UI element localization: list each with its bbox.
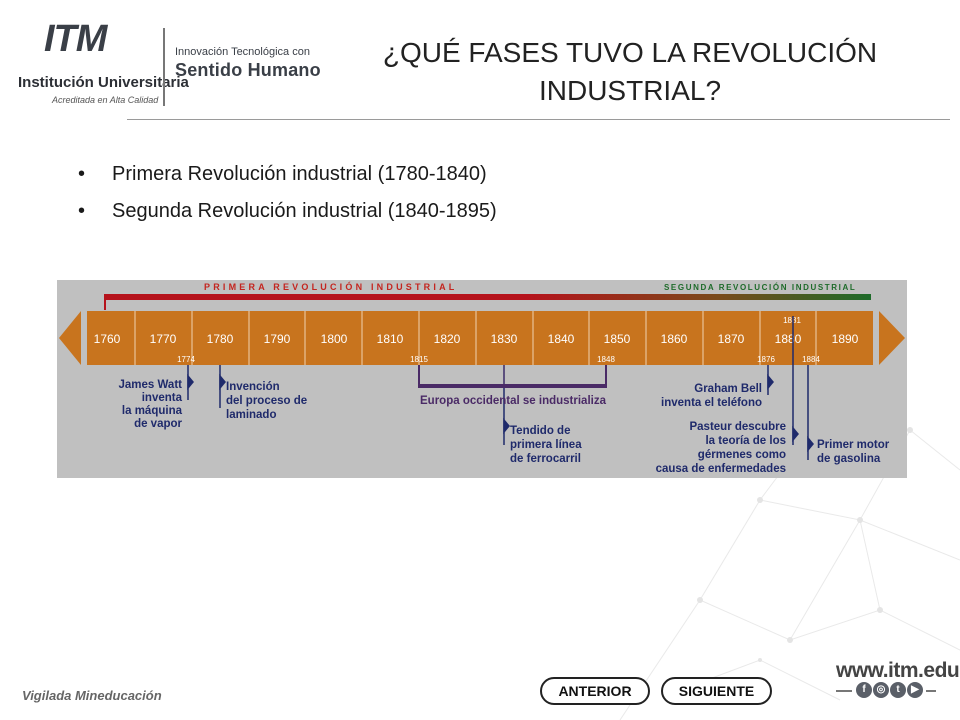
tagline-top: Innovación Tecnológica con — [175, 46, 310, 58]
bell-pointer-head — [767, 373, 774, 391]
next-button[interactable]: SIGUIENTE — [661, 677, 772, 705]
industrial-revolution-timeline: PRIMERA REVOLUCIÓN INDUSTRIAL SEGUNDA RE… — [57, 280, 907, 478]
ferrocarril-line-2: primera línea — [510, 439, 582, 451]
vigilada-mineducacion: Vigilada Mineducación — [22, 688, 162, 703]
first-revolution-label: PRIMERA REVOLUCIÓN INDUSTRIAL — [204, 281, 457, 292]
decade-1850: 1850 — [604, 332, 631, 346]
motor-pointer-head — [807, 435, 814, 453]
slide-title: ¿QUÉ FASES TUVO LA REVOLUCIÓN INDUSTRIAL… — [382, 37, 878, 106]
decade-1860: 1860 — [661, 332, 688, 346]
bullet-list: Primera Revolución industrial (1780-1840… — [78, 156, 497, 230]
marker-year-1774: 1774 — [177, 355, 195, 364]
timeline-band — [87, 311, 873, 365]
decade-1800: 1800 — [321, 332, 348, 346]
watt-line-3: la máquina — [122, 405, 183, 417]
europa-label: Europa occidental se industrializa — [420, 395, 607, 407]
decade-1770: 1770 — [150, 332, 177, 346]
laminado-pointer-head — [219, 373, 226, 391]
pasteur-pointer-head — [792, 425, 799, 443]
title-divider — [127, 119, 950, 120]
motor-line-1: Primer motor — [817, 439, 890, 451]
pasteur-line-1: Pasteur descubre — [689, 421, 786, 433]
itm-logo-mark: ITM — [44, 18, 107, 60]
laminado-line-3: laminado — [226, 409, 276, 421]
institution-name: Institución Universitaria — [18, 74, 189, 91]
decade-1880: 1880 — [775, 332, 802, 346]
logo-divider — [163, 28, 165, 106]
decade-1840: 1840 — [548, 332, 575, 346]
instagram-icon[interactable]: ◎ — [873, 682, 889, 698]
previous-button[interactable]: ANTERIOR — [540, 677, 650, 705]
pasteur-line-2: la teoría de los — [705, 435, 786, 447]
marker-year-1848: 1848 — [597, 355, 615, 364]
watt-line-4: de vapor — [134, 418, 182, 430]
motor-line-2: de gasolina — [817, 453, 881, 465]
marker-year-1876: 1876 — [757, 355, 775, 364]
decade-1870: 1870 — [718, 332, 745, 346]
pasteur-line-3: gérmenes como — [698, 449, 786, 461]
timeline-arrow-right — [879, 311, 905, 365]
decade-1890: 1890 — [832, 332, 859, 346]
europa-span-bar — [418, 384, 607, 388]
laminado-line-2: del proceso de — [226, 395, 307, 407]
pasteur-line-4: causa de enfermedades — [656, 463, 786, 475]
second-revolution-label: SEGUNDA REVOLUCIÓN INDUSTRIAL — [664, 283, 856, 292]
decade-1830: 1830 — [491, 332, 518, 346]
decade-1760: 1760 — [94, 332, 121, 346]
timeline-arrow-left — [59, 311, 81, 365]
revolution-span-bar — [105, 294, 871, 300]
website-link[interactable]: www.itm.edu.co — [836, 659, 960, 682]
itm-logo: ITM Institución Universitaria Acreditada… — [14, 18, 189, 110]
youtube-icon[interactable]: ▶ — [907, 682, 923, 698]
ferrocarril-line-1: Tendido de — [510, 425, 570, 437]
decade-1810: 1810 — [377, 332, 404, 346]
watt-pointer-head — [187, 373, 194, 391]
ferrocarril-line-3: de ferrocarril — [510, 453, 581, 465]
watt-line-1: James Watt — [119, 379, 183, 391]
twitter-icon[interactable]: t — [890, 682, 906, 698]
laminado-line-1: Invención — [226, 381, 280, 393]
decade-1780: 1780 — [207, 332, 234, 346]
bell-line-2: inventa el teléfono — [661, 397, 762, 409]
marker-year-1815: 1815 — [410, 355, 428, 364]
social-icons: f ◎ t ▶ — [836, 682, 936, 698]
decade-1790: 1790 — [264, 332, 291, 346]
ferrocarril-pointer-head — [503, 417, 510, 435]
tagline-bottom: Sentido Humano — [175, 60, 321, 80]
accreditation-text: Acreditada en Alta Calidad — [52, 95, 159, 105]
facebook-icon[interactable]: f — [856, 682, 872, 698]
bullet-item-first-revolution: Primera Revolución industrial (1780-1840… — [78, 156, 497, 193]
bell-line-1: Graham Bell — [694, 383, 762, 395]
decade-1820: 1820 — [434, 332, 461, 346]
bullet-item-second-revolution: Segunda Revolución industrial (1840-1895… — [78, 193, 497, 230]
marker-year-1884: 1884 — [802, 355, 820, 364]
watt-line-2: inventa — [142, 392, 183, 404]
